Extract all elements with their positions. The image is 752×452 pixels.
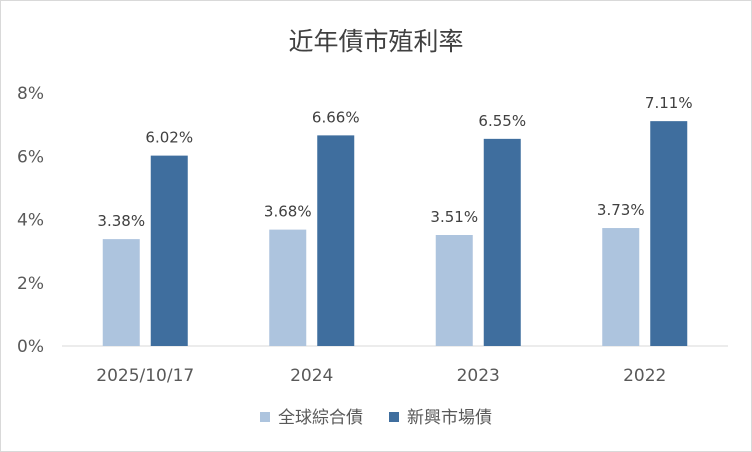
x-tick-label: 2024 xyxy=(290,366,333,386)
bar xyxy=(269,229,307,346)
data-label: 6.55% xyxy=(478,112,526,130)
bar xyxy=(435,234,473,346)
data-label: 3.38% xyxy=(97,212,145,230)
bar xyxy=(150,155,188,346)
data-label: 3.51% xyxy=(430,208,478,226)
data-label: 6.02% xyxy=(145,129,193,147)
y-tick-label: 8% xyxy=(17,84,44,104)
x-tick-label: 2023 xyxy=(457,366,500,386)
legend-label: 新興市場債 xyxy=(407,408,492,428)
data-label: 7.11% xyxy=(645,94,693,112)
y-tick-label: 6% xyxy=(17,147,44,167)
legend-label: 全球綜合債 xyxy=(278,408,363,428)
data-label: 3.73% xyxy=(597,201,645,219)
y-tick-label: 0% xyxy=(17,337,44,357)
data-labels-layer: 3.38% 6.02% 3.68% 6.66% 3.51% 6.55% 3.73% 7.11% xyxy=(97,94,692,230)
bar xyxy=(102,239,140,346)
y-tick-label: 4% xyxy=(17,211,44,231)
x-tick-label: 2022 xyxy=(623,366,666,386)
legend: 全球綜合債 新興市場債 xyxy=(260,408,492,428)
bar xyxy=(650,121,688,347)
legend-swatch xyxy=(260,412,270,422)
x-tick-label: 2025/10/17 xyxy=(96,366,194,386)
data-label: 6.66% xyxy=(312,108,360,126)
bar xyxy=(602,228,640,346)
y-tick-label: 2% xyxy=(17,274,44,294)
bar xyxy=(483,138,521,346)
legend-swatch xyxy=(389,412,399,422)
bar xyxy=(317,135,355,346)
bars-layer xyxy=(102,121,688,347)
chart-title: 近年債市殖利率 xyxy=(288,27,464,56)
data-label: 3.68% xyxy=(264,203,312,221)
